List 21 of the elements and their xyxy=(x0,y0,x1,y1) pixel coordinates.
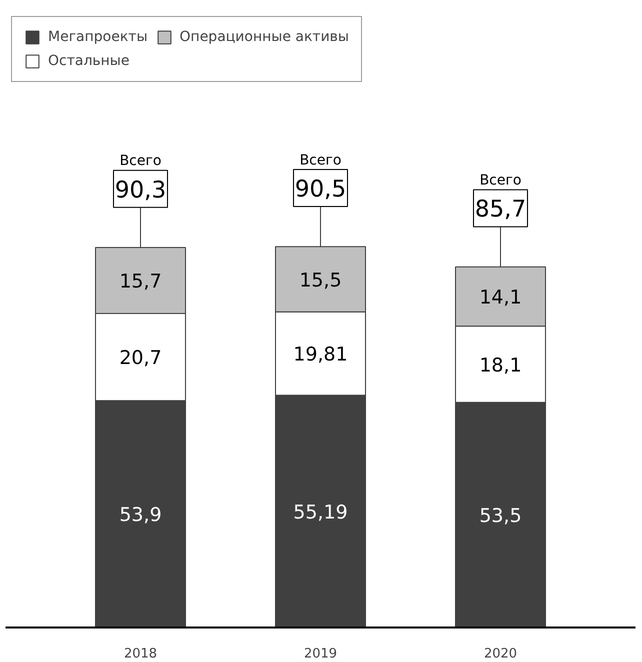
data-label: 53,9 xyxy=(119,504,162,526)
data-label: 55,19 xyxy=(293,501,348,524)
data-label: 18,1 xyxy=(479,354,522,376)
legend-label: Операционные активы xyxy=(180,29,349,45)
x-tick-label: 2020 xyxy=(484,646,518,662)
legend-label: Остальные xyxy=(48,53,130,69)
text: Всего xyxy=(480,172,522,188)
x-tick-label: 2019 xyxy=(304,646,338,662)
total-label: 90,5 xyxy=(294,176,346,203)
text: Всего xyxy=(300,152,342,168)
data-label: 53,5 xyxy=(479,504,522,527)
data-label: 20,7 xyxy=(119,347,162,370)
text: Всего xyxy=(120,153,162,170)
data-label: 15,5 xyxy=(299,269,342,292)
x-tick-label: 2018 xyxy=(124,646,158,662)
total-label: 90,3 xyxy=(114,177,166,204)
data-label: 14,1 xyxy=(479,286,522,309)
data-label: 15,7 xyxy=(119,270,162,293)
legend-label: Мегапроекты xyxy=(48,29,148,45)
data-label: 19,81 xyxy=(293,344,348,366)
total-label: 85,7 xyxy=(474,196,526,223)
